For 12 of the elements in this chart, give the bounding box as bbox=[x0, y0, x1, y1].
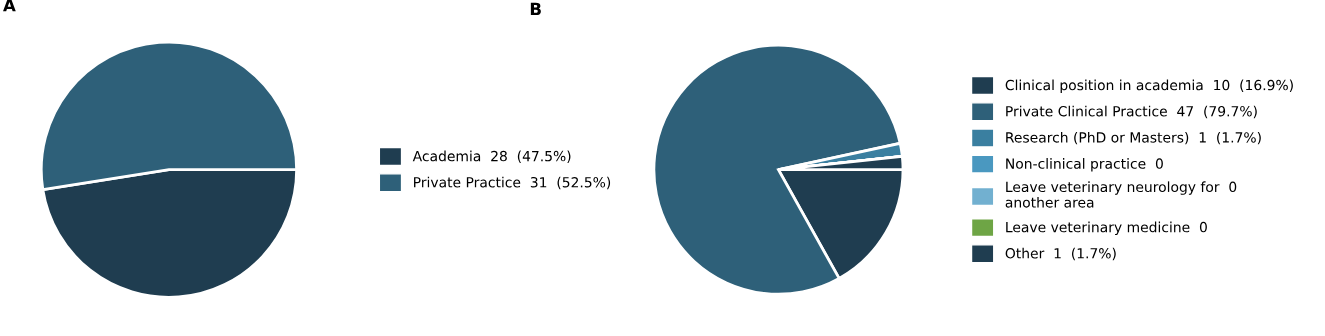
legend-label: Leave veterinary medicine 0 bbox=[1006, 221, 1207, 236]
legend-label: Private Clinical Practice 47 (79.7%) bbox=[1006, 105, 1257, 119]
legend-label: Non-clinical practice 0 bbox=[1006, 158, 1163, 172]
legend-label: Research (PhD or Masters) 1 (1.7%) bbox=[1006, 131, 1261, 145]
chart-title: A bbox=[3, 0, 16, 12]
legend-label: Other 1 (1.7%) bbox=[1005, 247, 1116, 261]
legend-label: Leave veterinary neurology for 0 another area bbox=[1005, 181, 1237, 208]
pie-slice bbox=[652, 43, 902, 296]
legend-label: Private Practice 31 (52.5%) bbox=[414, 176, 611, 190]
legend-label: Clinical position in academia 10 (16.9%) bbox=[1005, 79, 1293, 93]
chart-title: B bbox=[530, 2, 541, 15]
legend-label: Academia 28 (47.5%) bbox=[412, 150, 571, 163]
